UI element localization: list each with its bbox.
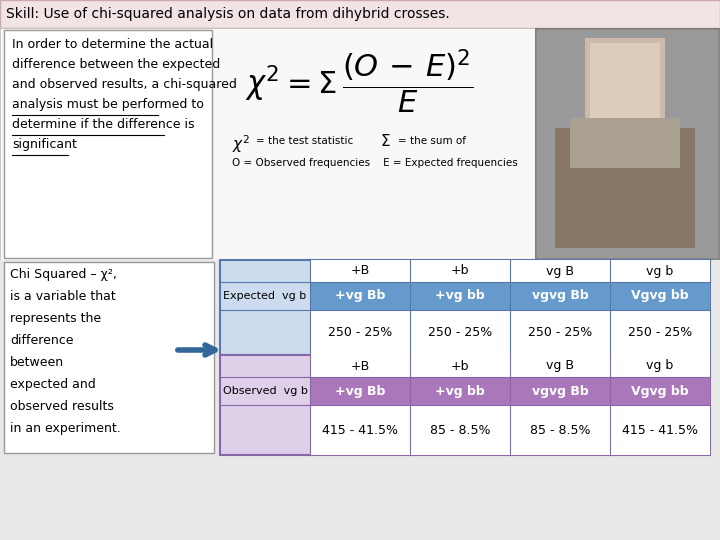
Bar xyxy=(310,282,710,310)
Text: and observed results, a chi-squared: and observed results, a chi-squared xyxy=(12,78,237,91)
Text: Observed  vg b: Observed vg b xyxy=(222,386,307,396)
Text: +b: +b xyxy=(451,360,469,373)
Bar xyxy=(590,43,660,118)
Text: O = Observed frequencies    E = Expected frequencies: O = Observed frequencies E = Expected fr… xyxy=(232,158,518,168)
Bar xyxy=(0,0,720,28)
Bar xyxy=(570,118,680,168)
Text: +vg bb: +vg bb xyxy=(435,289,485,302)
Text: Vgvg bb: Vgvg bb xyxy=(631,384,689,397)
Text: 85 - 8.5%: 85 - 8.5% xyxy=(530,423,590,436)
Bar xyxy=(310,405,710,455)
Text: 250 - 25%: 250 - 25% xyxy=(628,326,692,339)
Text: +B: +B xyxy=(351,360,369,373)
Text: Skill: Use of chi-squared analysis on data from dihybrid crosses.: Skill: Use of chi-squared analysis on da… xyxy=(6,7,450,21)
Text: $\chi^2$: $\chi^2$ xyxy=(232,133,250,154)
Bar xyxy=(535,28,720,260)
Text: +b: +b xyxy=(451,265,469,278)
Bar xyxy=(4,30,212,258)
Text: In order to determine the actual: In order to determine the actual xyxy=(12,38,213,51)
Text: = the test statistic: = the test statistic xyxy=(256,136,354,146)
Text: difference between the expected: difference between the expected xyxy=(12,58,220,71)
Text: 250 - 25%: 250 - 25% xyxy=(528,326,592,339)
Text: Vgvg bb: Vgvg bb xyxy=(631,289,689,302)
Text: 250 - 25%: 250 - 25% xyxy=(428,326,492,339)
Text: Expected  vg b: Expected vg b xyxy=(223,291,307,301)
Text: significant: significant xyxy=(12,138,77,151)
Text: = the sum of: = the sum of xyxy=(398,136,466,146)
Bar xyxy=(310,377,710,405)
Text: $\Sigma$: $\Sigma$ xyxy=(380,133,391,149)
Text: is a variable that: is a variable that xyxy=(10,290,116,303)
Text: vg b: vg b xyxy=(647,265,674,278)
Bar xyxy=(537,30,718,258)
Text: represents the: represents the xyxy=(10,312,101,325)
Text: +vg Bb: +vg Bb xyxy=(335,289,385,302)
Text: +vg bb: +vg bb xyxy=(435,384,485,397)
Bar xyxy=(585,38,665,128)
Text: expected and: expected and xyxy=(10,378,96,391)
Bar xyxy=(555,128,695,248)
Bar xyxy=(0,28,720,260)
Text: determine if the difference is: determine if the difference is xyxy=(12,118,194,131)
Bar xyxy=(0,260,720,455)
Text: between: between xyxy=(10,356,64,369)
Text: difference: difference xyxy=(10,334,73,347)
Text: vg b: vg b xyxy=(647,360,674,373)
Bar xyxy=(310,310,710,355)
Text: vg B: vg B xyxy=(546,265,574,278)
Text: analysis must be performed to: analysis must be performed to xyxy=(12,98,204,111)
Bar xyxy=(220,355,710,455)
Text: 415 - 41.5%: 415 - 41.5% xyxy=(622,423,698,436)
Text: Chi Squared – χ²,: Chi Squared – χ², xyxy=(10,268,117,281)
Text: in an experiment.: in an experiment. xyxy=(10,422,121,435)
Text: 85 - 8.5%: 85 - 8.5% xyxy=(430,423,490,436)
Text: $\chi^2 = \Sigma\,\dfrac{(O\,-\,E)^2}{E}$: $\chi^2 = \Sigma\,\dfrac{(O\,-\,E)^2}{E}… xyxy=(245,48,473,116)
Bar xyxy=(310,355,710,377)
Bar xyxy=(310,260,710,282)
Bar xyxy=(220,260,710,355)
Text: 415 - 41.5%: 415 - 41.5% xyxy=(322,423,398,436)
Text: observed results: observed results xyxy=(10,400,114,413)
Text: +vg Bb: +vg Bb xyxy=(335,384,385,397)
Text: +B: +B xyxy=(351,265,369,278)
Text: vgvg Bb: vgvg Bb xyxy=(531,289,588,302)
Text: 250 - 25%: 250 - 25% xyxy=(328,326,392,339)
Text: vg B: vg B xyxy=(546,360,574,373)
Bar xyxy=(4,262,214,453)
Text: vgvg Bb: vgvg Bb xyxy=(531,384,588,397)
